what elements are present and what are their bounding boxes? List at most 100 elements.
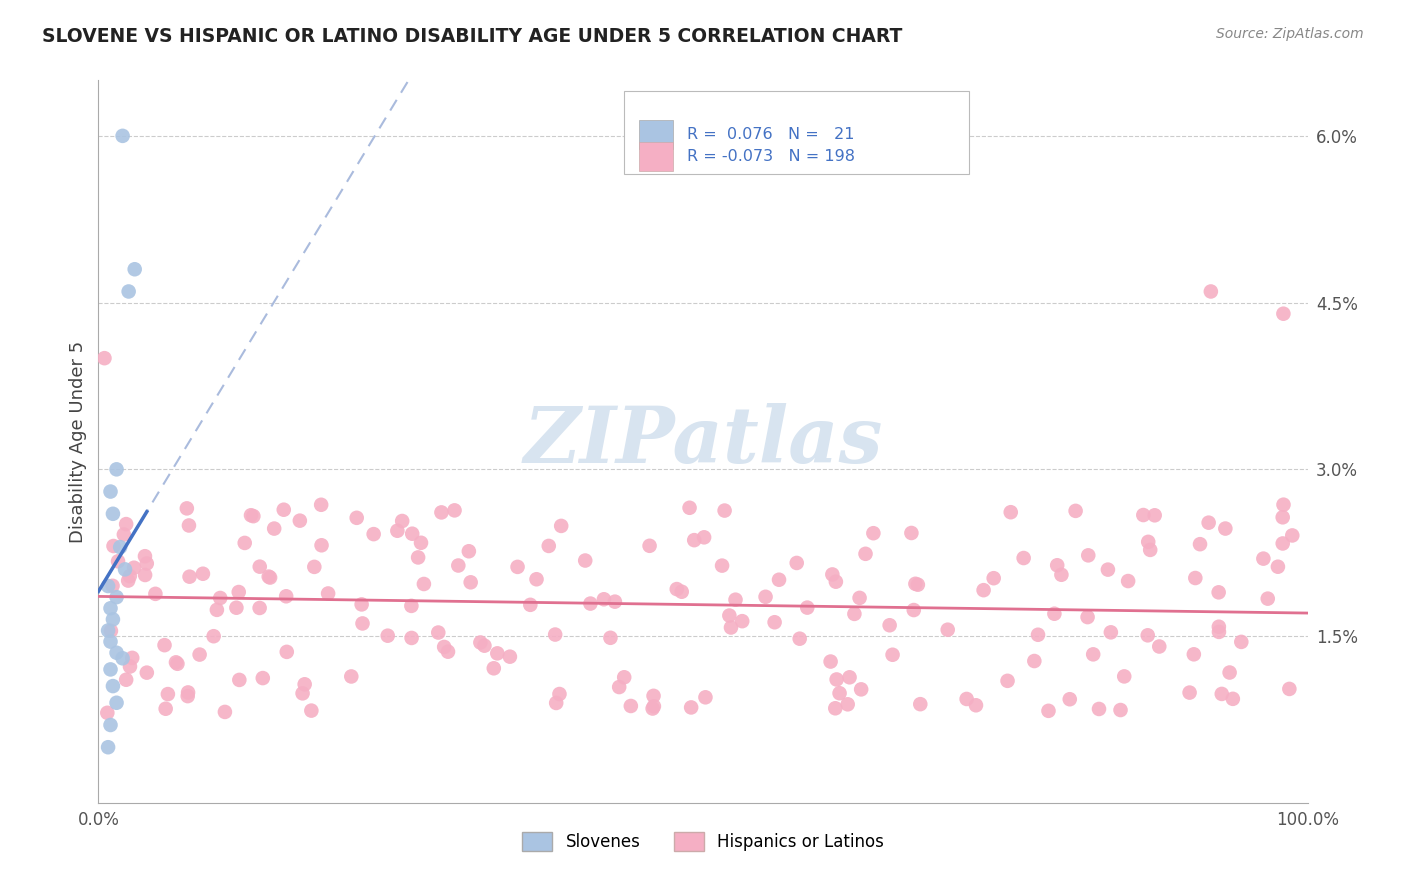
Y-axis label: Disability Age Under 5: Disability Age Under 5: [69, 341, 87, 542]
Point: [1077, 610, 1099, 624]
Point: [820, 655, 842, 669]
Point: [1043, 607, 1066, 621]
Point: [1149, 640, 1171, 654]
Point: [352, 616, 374, 631]
Point: [105, 696, 128, 710]
Point: [1083, 648, 1105, 662]
Text: SLOVENE VS HISPANIC OR LATINO DISABILITY AGE UNDER 5 CORRELATION CHART: SLOVENE VS HISPANIC OR LATINO DISABILITY…: [42, 27, 903, 45]
Point: [209, 591, 232, 605]
Point: [202, 629, 225, 643]
Point: [768, 573, 790, 587]
Point: [1097, 563, 1119, 577]
Point: [824, 701, 846, 715]
Point: [114, 562, 136, 576]
Point: [724, 592, 747, 607]
Point: [665, 582, 688, 596]
Point: [257, 569, 280, 583]
Point: [837, 698, 859, 712]
Point: [1099, 625, 1122, 640]
Point: [225, 600, 247, 615]
Point: [1215, 522, 1237, 536]
Text: ZIPatlas: ZIPatlas: [523, 403, 883, 480]
Point: [983, 571, 1005, 585]
Point: [377, 629, 399, 643]
Point: [1143, 508, 1166, 523]
Point: [176, 501, 198, 516]
Point: [134, 568, 156, 582]
Point: [1184, 571, 1206, 585]
Point: [443, 503, 465, 517]
Point: [1272, 307, 1295, 321]
Point: [1000, 505, 1022, 519]
Point: [1059, 692, 1081, 706]
Point: [1182, 648, 1205, 662]
Point: [731, 614, 754, 628]
Point: [240, 508, 263, 523]
Point: [474, 639, 496, 653]
Point: [683, 533, 706, 548]
Point: [96, 706, 118, 720]
Point: [482, 661, 505, 675]
Point: [1050, 567, 1073, 582]
Point: [1230, 635, 1253, 649]
Point: [821, 567, 844, 582]
Point: [828, 686, 851, 700]
Point: [100, 601, 122, 615]
Point: [309, 498, 332, 512]
Point: [101, 507, 124, 521]
Point: [641, 701, 664, 715]
Point: [506, 560, 529, 574]
Point: [118, 569, 141, 583]
Point: [214, 705, 236, 719]
Point: [249, 559, 271, 574]
Point: [1199, 285, 1222, 299]
Point: [1257, 591, 1279, 606]
Point: [486, 646, 509, 660]
Point: [620, 698, 643, 713]
Point: [544, 627, 567, 641]
Point: [457, 544, 479, 558]
Point: [105, 462, 128, 476]
Point: [156, 687, 179, 701]
Point: [363, 527, 385, 541]
Legend: Slovenes, Hispanics or Latinos: Slovenes, Hispanics or Latinos: [513, 823, 893, 860]
Point: [100, 662, 122, 676]
Point: [720, 620, 742, 634]
Point: [1132, 508, 1154, 522]
Point: [350, 598, 373, 612]
Point: [550, 519, 572, 533]
Point: [252, 671, 274, 685]
Point: [100, 634, 122, 648]
Point: [304, 560, 326, 574]
Point: [844, 607, 866, 621]
Point: [242, 509, 264, 524]
Point: [273, 502, 295, 516]
Point: [1077, 549, 1099, 563]
Point: [848, 591, 870, 605]
Point: [259, 570, 281, 584]
Point: [936, 623, 959, 637]
Point: [179, 569, 201, 583]
Point: [1114, 669, 1136, 683]
Point: [100, 718, 122, 732]
Point: [117, 574, 139, 588]
Point: [1024, 654, 1046, 668]
Point: [437, 645, 460, 659]
Point: [135, 557, 157, 571]
Point: [177, 518, 200, 533]
Point: [276, 589, 298, 603]
Point: [427, 625, 450, 640]
Point: [155, 702, 177, 716]
Point: [177, 689, 200, 703]
Point: [1136, 628, 1159, 642]
Point: [346, 511, 368, 525]
Point: [1137, 534, 1160, 549]
Point: [191, 566, 214, 581]
Point: [1222, 691, 1244, 706]
Point: [101, 612, 124, 626]
Point: [519, 598, 541, 612]
Point: [1281, 528, 1303, 542]
Point: [166, 657, 188, 671]
Point: [1064, 504, 1087, 518]
Point: [643, 699, 665, 714]
